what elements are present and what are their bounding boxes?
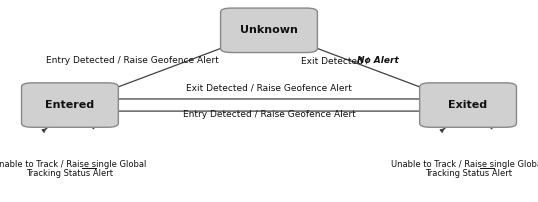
FancyBboxPatch shape	[420, 83, 516, 127]
Text: Entry Detected / Raise Geofence Alert: Entry Detected / Raise Geofence Alert	[182, 110, 356, 119]
FancyBboxPatch shape	[22, 83, 118, 127]
Text: Exit Detected / Raise Geofence Alert: Exit Detected / Raise Geofence Alert	[186, 83, 352, 92]
Text: Tracking Status Alert: Tracking Status Alert	[26, 169, 114, 178]
Text: Entered: Entered	[45, 100, 95, 110]
Text: Entry Detected / Raise Geofence Alert: Entry Detected / Raise Geofence Alert	[46, 56, 218, 65]
Text: Tracking Status Alert: Tracking Status Alert	[424, 169, 512, 178]
Text: Exit Detected /: Exit Detected /	[301, 56, 372, 65]
Text: Unable to Track / Raise single Global: Unable to Track / Raise single Global	[0, 160, 147, 169]
Text: Exited: Exited	[449, 100, 487, 110]
Text: No Alert: No Alert	[357, 56, 399, 65]
Text: Unknown: Unknown	[240, 25, 298, 35]
Text: Unable to Track / Raise single Global: Unable to Track / Raise single Global	[391, 160, 538, 169]
FancyBboxPatch shape	[221, 8, 317, 53]
